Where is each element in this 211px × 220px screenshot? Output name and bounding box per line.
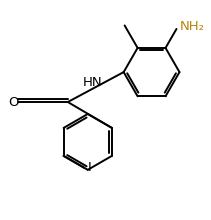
Text: O: O [9,95,19,108]
Text: I: I [87,161,91,174]
Text: HN: HN [83,76,103,89]
Text: NH₂: NH₂ [180,20,204,33]
